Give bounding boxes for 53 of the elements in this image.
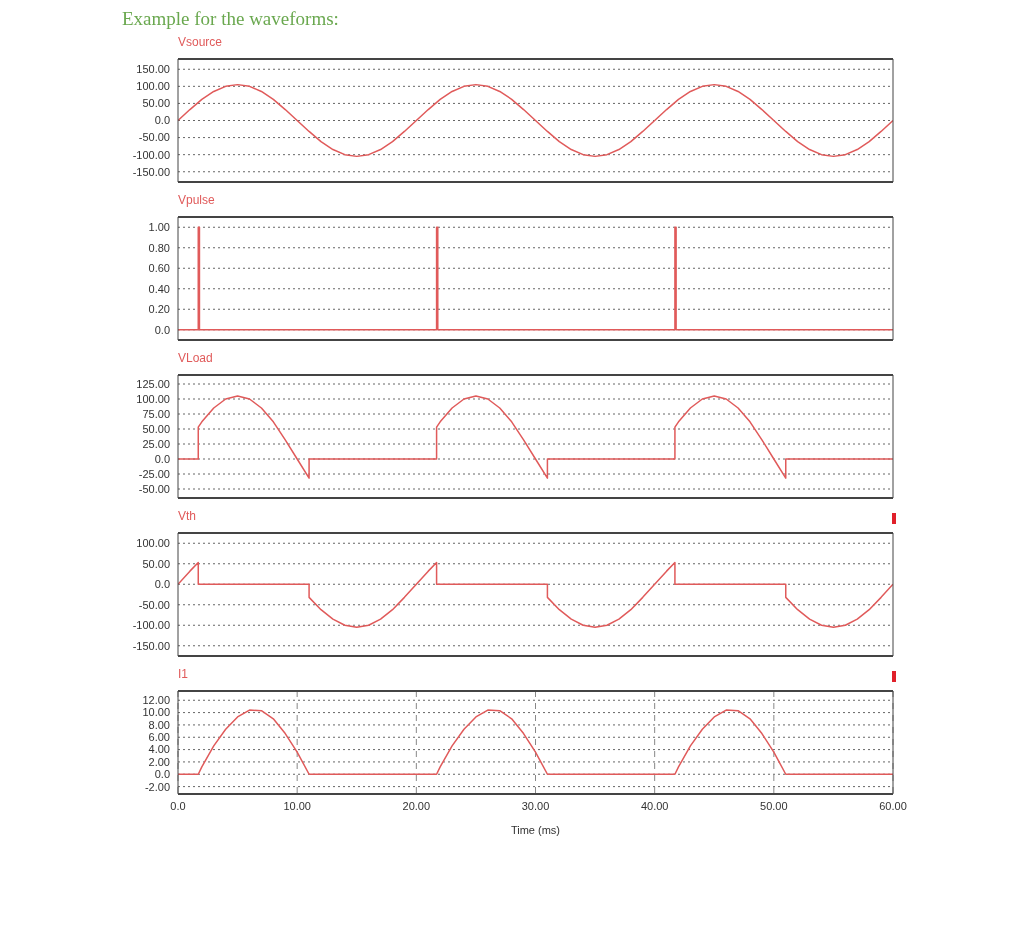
y-tick-label: 0.80 bbox=[148, 241, 170, 254]
y-tick-label: -150.00 bbox=[132, 165, 170, 178]
y-tick-label: 0.0 bbox=[154, 578, 170, 591]
text: Vth bbox=[178, 509, 197, 523]
x-tick-label: 30.00 bbox=[521, 799, 550, 812]
y-tick-label: 12.00 bbox=[142, 694, 170, 707]
y-tick-label: 0.0 bbox=[154, 452, 170, 465]
y-tick-label: -2.00 bbox=[144, 780, 170, 793]
y-tick-label: 0.20 bbox=[148, 303, 170, 316]
text: I1 bbox=[178, 667, 189, 681]
y-tick-label: 25.00 bbox=[142, 437, 170, 450]
y-tick-label: 0.0 bbox=[154, 114, 170, 127]
y-tick-label: 0.0 bbox=[154, 323, 170, 336]
x-tick-label: 40.00 bbox=[640, 799, 669, 812]
y-tick-label: -100.00 bbox=[132, 619, 170, 632]
y-tick-label: -50.00 bbox=[138, 482, 170, 495]
y-tick-label: 50.00 bbox=[142, 97, 170, 110]
x-tick-label: 0.0 bbox=[170, 799, 186, 812]
x-tick-label: 10.00 bbox=[283, 799, 311, 812]
line-series bbox=[178, 83, 893, 158]
chart-title: Example for the waveforms: bbox=[122, 8, 340, 30]
y-tick-label: 0.60 bbox=[148, 262, 170, 275]
y-tick-label: 125.00 bbox=[136, 377, 170, 390]
line-series bbox=[178, 395, 893, 479]
y-tick-label: -25.00 bbox=[138, 467, 170, 480]
text: Vsource bbox=[178, 35, 223, 49]
x-axis-title: Time (ms) bbox=[510, 824, 561, 836]
y-tick-label: 1.00 bbox=[148, 221, 170, 234]
y-tick-label: 100.00 bbox=[136, 537, 170, 550]
x-tick-label: 50.00 bbox=[760, 799, 788, 812]
line-series bbox=[178, 709, 893, 776]
line-series bbox=[178, 561, 893, 629]
y-tick-label: 8.00 bbox=[148, 718, 170, 731]
y-tick-label: -50.00 bbox=[138, 131, 170, 144]
y-tick-label: -50.00 bbox=[138, 598, 170, 611]
y-tick-label: 0.40 bbox=[148, 282, 170, 295]
y-tick-label: 0.0 bbox=[154, 768, 170, 781]
y-tick-label: 100.00 bbox=[136, 392, 170, 405]
text: VLoad bbox=[178, 351, 213, 365]
y-tick-label: 150.00 bbox=[136, 63, 170, 76]
y-tick-label: -150.00 bbox=[132, 639, 170, 652]
y-tick-label: 10.00 bbox=[142, 706, 170, 719]
x-tick-label: 60.00 bbox=[879, 799, 907, 812]
y-tick-label: 50.00 bbox=[142, 557, 170, 570]
y-tick-label: 4.00 bbox=[148, 743, 170, 756]
y-tick-label: 50.00 bbox=[142, 422, 170, 435]
y-tick-label: -100.00 bbox=[132, 148, 170, 161]
text: Vpulse bbox=[178, 193, 215, 207]
y-tick-label: 6.00 bbox=[148, 731, 170, 744]
y-tick-label: 100.00 bbox=[136, 80, 170, 93]
y-tick-label: 2.00 bbox=[148, 755, 170, 768]
y-tick-label: 75.00 bbox=[142, 407, 170, 420]
x-tick-label: 20.00 bbox=[402, 799, 431, 812]
